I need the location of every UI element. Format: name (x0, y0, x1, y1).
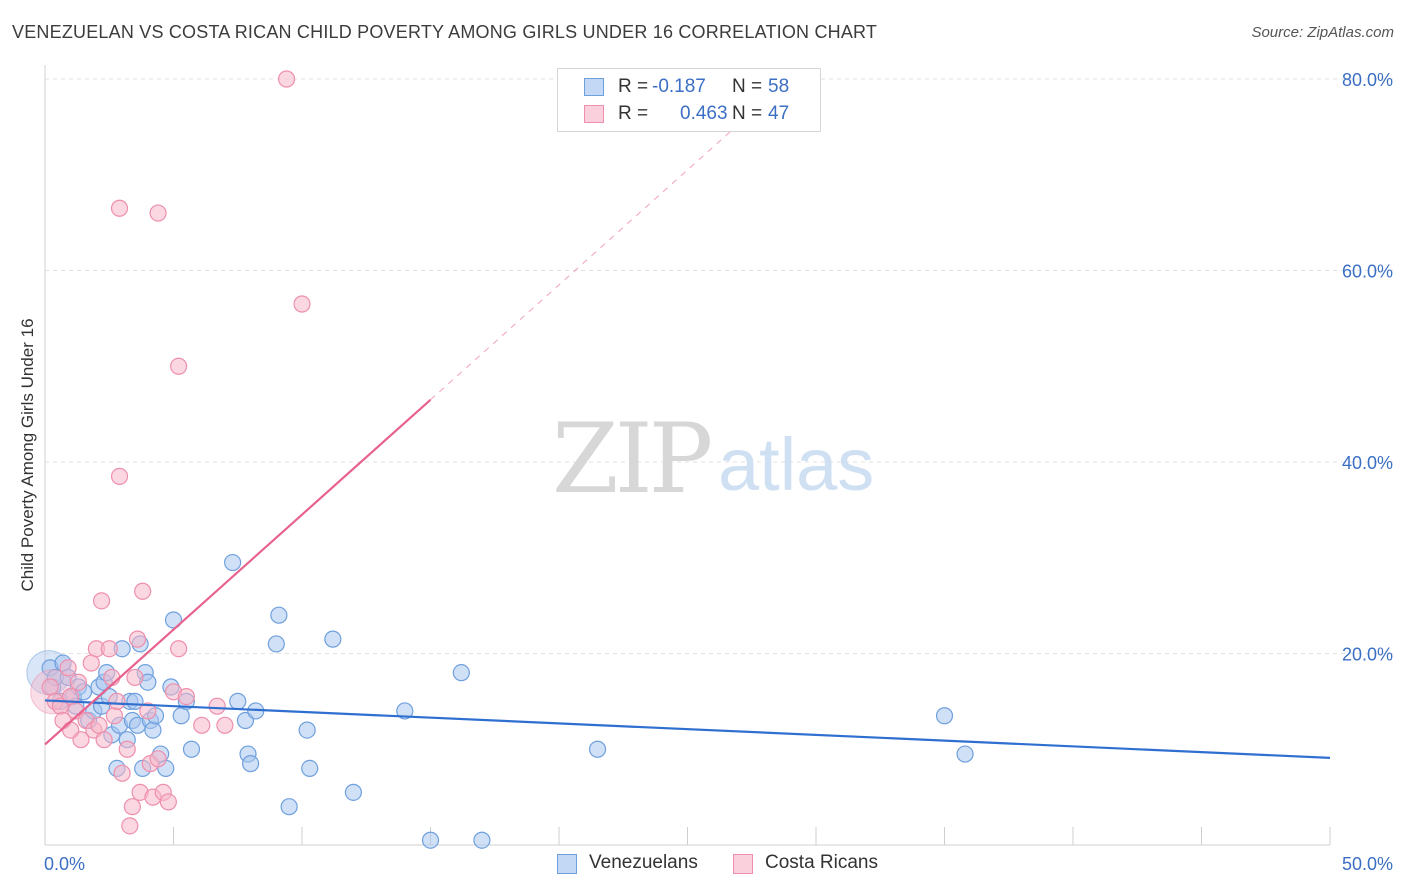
data-point (956, 745, 974, 763)
legend-n-label: N = (732, 76, 763, 97)
data-point (126, 668, 144, 687)
data-point (270, 606, 288, 624)
data-point (301, 759, 319, 778)
data-point (452, 664, 470, 682)
data-point (242, 755, 260, 773)
data-point (182, 740, 201, 758)
data-point (82, 654, 100, 672)
data-point (164, 611, 183, 629)
legend-swatch-costa-ricans (733, 854, 753, 874)
data-point (344, 783, 362, 801)
data-point (280, 798, 298, 816)
series-venezuelans (26, 553, 974, 849)
legend-r-label: R = (618, 76, 649, 97)
data-point (396, 702, 414, 720)
data-point (105, 707, 123, 725)
data-point (149, 204, 167, 222)
data-point (293, 295, 311, 313)
data-point (134, 582, 152, 600)
data-point (935, 707, 954, 725)
legend-r-value: 0.463 (680, 103, 728, 124)
data-point (267, 635, 285, 653)
legend-swatch-costa-ricans (584, 105, 604, 123)
y-tick-label: 80.0% (1342, 70, 1393, 90)
data-point (110, 467, 129, 485)
legend-n-value: 47 (768, 103, 790, 124)
x-tick-label-max: 50.0% (1342, 854, 1393, 874)
source-label: Source: ZipAtlas.com (1251, 24, 1394, 41)
data-point (224, 553, 242, 572)
data-point (69, 673, 88, 691)
data-point (90, 716, 108, 734)
data-point (172, 707, 190, 725)
legend-label-costa-ricans: Costa Ricans (765, 852, 878, 873)
x-tick-label-min: 0.0% (44, 854, 85, 874)
data-point (170, 357, 188, 375)
data-point (277, 70, 296, 88)
stats-legend: R = -0.187 N = 58 R = 0.463 N = 47 (557, 68, 821, 132)
trendline-venezuelans (44, 699, 1331, 759)
data-point (588, 740, 607, 758)
y-tick-label: 40.0% (1342, 453, 1393, 473)
chart-title: VENEZUELAN VS COSTA RICAN CHILD POVERTY … (12, 22, 878, 42)
data-point (59, 659, 77, 677)
trendline-costa-ricans-extension (430, 100, 765, 401)
data-point (113, 764, 131, 782)
watermark-zip: ZIP (552, 403, 711, 515)
data-point (149, 750, 167, 768)
trendline-costa-ricans (44, 398, 432, 746)
data-point (92, 592, 111, 610)
data-point (177, 687, 195, 706)
data-point (170, 640, 188, 658)
y-tick-label: 20.0% (1342, 645, 1393, 665)
data-point (229, 692, 247, 710)
series-costa-ricans (30, 70, 311, 835)
legend-r-value: -0.187 (652, 76, 706, 97)
data-point (108, 692, 126, 710)
watermark-atlas: atlas (718, 423, 874, 506)
legend-label-venezuelans: Venezuelans (589, 852, 698, 873)
legend-swatch-venezuelans (557, 854, 577, 874)
data-point (103, 668, 121, 687)
data-point (298, 721, 316, 739)
legend-swatch-venezuelans (584, 78, 604, 96)
legend-n-value: 58 (768, 76, 790, 97)
data-point (473, 831, 491, 849)
data-point (41, 678, 59, 696)
y-axis-title: Child Poverty Among Girls Under 16 (18, 318, 37, 592)
data-point (62, 721, 80, 739)
data-point (139, 702, 157, 720)
data-point (100, 640, 118, 658)
legend-n-label: N = (732, 103, 763, 124)
data-point (95, 731, 113, 749)
data-point (193, 716, 211, 734)
data-point (144, 721, 162, 739)
data-point (421, 831, 440, 849)
data-point (208, 697, 226, 715)
data-point (123, 798, 141, 816)
data-point (121, 817, 139, 835)
legend-r-label: R = (618, 103, 649, 124)
y-tick-label: 60.0% (1342, 262, 1393, 282)
data-point (216, 716, 234, 734)
data-point (159, 793, 177, 811)
data-point (118, 740, 136, 758)
data-point (128, 630, 147, 648)
data-point (110, 199, 129, 217)
data-point (324, 630, 342, 648)
